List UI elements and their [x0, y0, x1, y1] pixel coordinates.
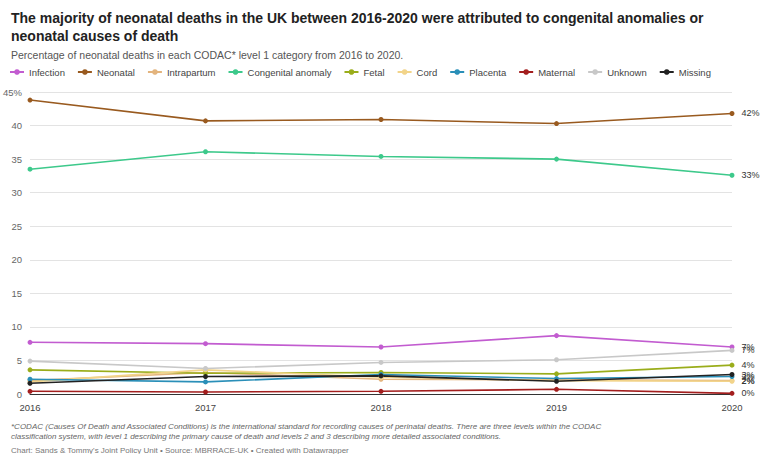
svg-text:2017: 2017 — [195, 402, 216, 413]
svg-text:35: 35 — [11, 154, 22, 165]
svg-text:Neonatal: Neonatal — [97, 67, 135, 78]
svg-text:Intrapartum: Intrapartum — [167, 67, 216, 78]
svg-text:4%: 4% — [741, 360, 755, 371]
svg-text:Cord: Cord — [417, 67, 438, 78]
svg-text:Fetal: Fetal — [363, 67, 384, 78]
svg-text:Unknown: Unknown — [607, 67, 647, 78]
svg-text:Congenital anomaly: Congenital anomaly — [248, 67, 332, 78]
svg-text:Missing: Missing — [679, 67, 711, 78]
svg-text:2019: 2019 — [546, 402, 567, 413]
svg-text:30: 30 — [11, 187, 22, 198]
svg-text:*CODAC (Causes Of Death and As: *CODAC (Causes Of Death and Associated C… — [11, 422, 603, 431]
svg-text:7%: 7% — [742, 345, 755, 355]
svg-text:40: 40 — [11, 120, 22, 131]
svg-text:The majority of neonatal death: The majority of neonatal deaths in the U… — [11, 10, 707, 26]
svg-text:2020: 2020 — [721, 402, 742, 413]
svg-text:10: 10 — [11, 321, 22, 332]
svg-text:Chart: Sands & Tommy's Joint P: Chart: Sands & Tommy's Joint Policy Unit… — [11, 446, 349, 454]
svg-text:3%: 3% — [742, 370, 755, 380]
svg-text:0%: 0% — [742, 388, 755, 398]
svg-text:5: 5 — [17, 355, 22, 366]
svg-text:20: 20 — [11, 254, 22, 265]
svg-text:45%: 45% — [3, 87, 23, 98]
svg-text:25: 25 — [11, 221, 22, 232]
svg-text:2018: 2018 — [370, 402, 391, 413]
svg-text:42%: 42% — [742, 108, 760, 118]
svg-text:2016: 2016 — [19, 402, 40, 413]
svg-text:Percentage of neonatal deaths: Percentage of neonatal deaths in each CO… — [11, 49, 403, 61]
svg-text:33%: 33% — [742, 170, 760, 180]
svg-text:0: 0 — [17, 389, 22, 400]
svg-text:Infection: Infection — [29, 67, 65, 78]
svg-text:15: 15 — [11, 288, 22, 299]
svg-text:Placenta: Placenta — [469, 67, 507, 78]
svg-text:neonatal causes of death: neonatal causes of death — [11, 28, 178, 44]
svg-text:Maternal: Maternal — [538, 67, 575, 78]
svg-text:classification system, with le: classification system, with level 1 desc… — [11, 432, 501, 441]
